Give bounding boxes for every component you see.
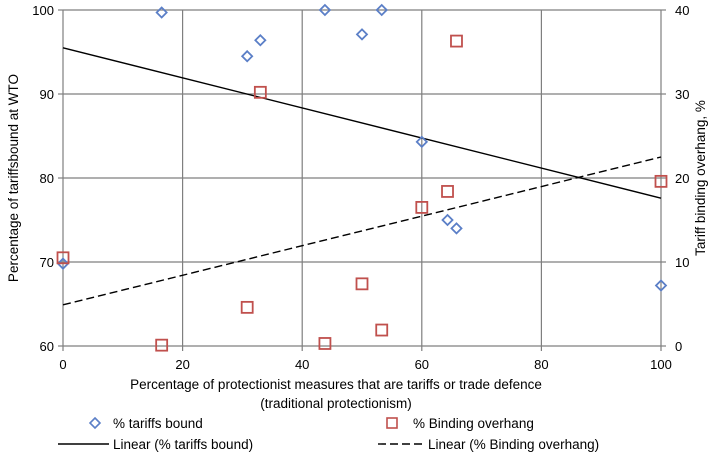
data-point-tariffs-bound [254,33,267,47]
data-point-binding-overhang [415,200,429,214]
data-point-tariffs-bound [441,213,454,227]
data-point-binding-overhang [253,85,267,99]
data-point-binding-overhang [654,174,668,188]
y-left-tick-label: 90 [40,87,54,102]
data-point-binding-overhang [155,338,169,352]
y-right-tick-label: 0 [675,339,682,354]
legend-label-binding-overhang: % Binding overhang [413,416,534,431]
y-left-tick-label: 60 [40,339,54,354]
legend-item-binding-overhang: % Binding overhang [386,416,534,431]
y-left-tick-label: 100 [32,3,54,18]
data-point-tariffs-bound [355,28,369,41]
x-axis-title-line1: Percentage of protectionist measures tha… [130,377,542,392]
legend-item-linear-tariffs: Linear (% tariffs bound) [58,437,253,452]
legend-label-linear-overhang: Linear (% Binding overhang) [428,437,599,452]
data-point-tariffs-bound [450,222,463,235]
data-point-tariffs-bound [654,279,668,292]
y-right-tick-label: 30 [675,87,689,102]
data-point-binding-overhang [318,337,332,350]
data-point-binding-overhang [56,251,70,265]
data-point-tariffs-bound [415,135,429,149]
y-left-tick-label: 70 [40,255,54,270]
data-point-binding-overhang [450,34,463,48]
legend-item-tariffs-bound: % tariffs bound [88,416,203,431]
y-axis-right-title: Tariff binding overhang, % [693,100,708,256]
y-right-tick-label: 20 [675,171,689,186]
data-point-binding-overhang [355,277,369,291]
x-tick-label: 20 [175,357,189,372]
x-tick-label: 80 [534,357,548,372]
legend: % tariffs bound % Binding overhang Linea… [58,416,599,452]
x-tick-label: 40 [295,357,309,372]
x-tick-label: 0 [59,357,66,372]
x-tick-label: 60 [415,357,429,372]
data-point-tariffs-bound [56,257,70,270]
legend-item-linear-overhang: Linear (% Binding overhang) [378,437,599,452]
y-axis-left-title: Percentage of tariffsbound at WTO [6,74,21,282]
data-point-tariffs-bound [240,49,254,63]
y-right-tick-label: 40 [675,3,689,18]
legend-diamond-symbol [88,416,102,430]
data-point-tariffs-bound [375,3,389,17]
x-tick-label: 100 [650,357,672,372]
data-points [56,3,668,352]
legend-label-linear-tariffs: Linear (% tariffs bound) [113,437,253,452]
y-left-tick-label: 80 [40,171,54,186]
data-point-tariffs-bound [155,6,168,19]
legend-label-tariffs-bound: % tariffs bound [113,416,203,431]
x-axis-title-line2: (traditional protectionism) [260,396,412,411]
data-point-tariffs-bound [318,3,332,17]
gridlines [58,9,666,351]
trend-line-binding-overhang [62,156,662,306]
y-right-tick-label: 10 [675,255,689,270]
trend-line-tariffs-bound [62,47,662,199]
trend-lines [62,47,662,306]
data-point-binding-overhang [240,300,254,314]
data-point-binding-overhang [375,323,389,337]
legend-square-symbol [386,417,398,429]
data-point-binding-overhang [441,185,454,198]
